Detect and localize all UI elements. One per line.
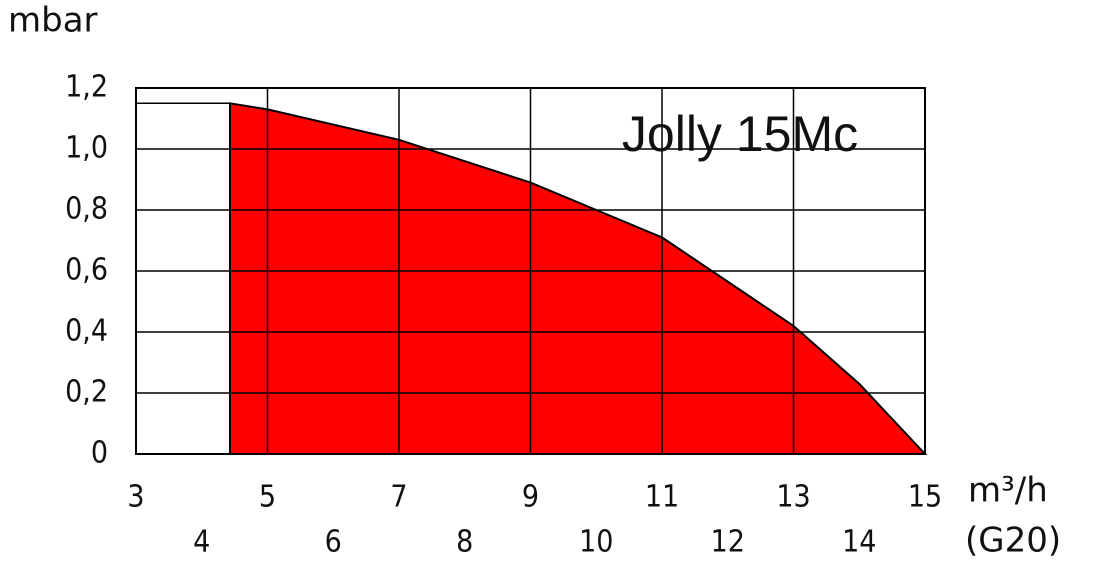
x-tick-label: 12 <box>711 525 745 560</box>
y-tick-label: 0,6 <box>65 253 108 288</box>
x-tick-label: 8 <box>456 525 473 560</box>
y-tick-label: 0,4 <box>65 314 108 349</box>
x-tick-label: 7 <box>390 480 407 515</box>
x-axis-label: m³/h <box>968 471 1048 511</box>
plot-frame <box>135 87 926 455</box>
x-tick-label: 3 <box>127 480 144 515</box>
x-tick-label: 9 <box>522 480 539 515</box>
x-tick-label: 14 <box>842 525 876 560</box>
x-tick-label: 4 <box>193 525 210 560</box>
x-tick-label: 10 <box>579 525 613 560</box>
x-tick-label: 15 <box>908 480 942 515</box>
y-tick-label: 0,8 <box>65 192 108 227</box>
x-tick-label: 5 <box>259 480 276 515</box>
x-tick-label: 11 <box>645 480 679 515</box>
x-tick-label: 6 <box>325 525 342 560</box>
x-axis-sublabel: (G20) <box>965 521 1061 561</box>
y-tick-label: 1,2 <box>65 70 108 105</box>
y-tick-label: 1,0 <box>65 131 108 166</box>
annotation: Jolly 15Mc <box>622 106 858 162</box>
y-tick-label: 0,2 <box>65 375 108 410</box>
x-tick-label: 13 <box>776 480 810 515</box>
y-axis-label: mbar <box>8 1 98 41</box>
y-tick-label: 0 <box>91 436 108 471</box>
